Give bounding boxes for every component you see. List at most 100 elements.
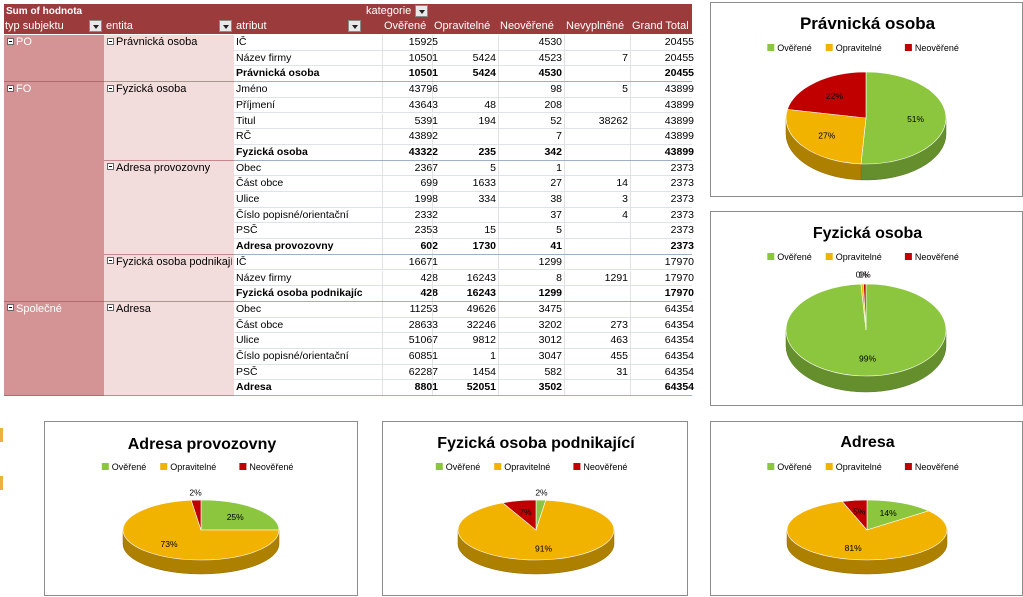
value-cell[interactable]: 602 bbox=[420, 240, 438, 253]
value-cell[interactable]: 2373 bbox=[670, 177, 694, 190]
value-cell[interactable]: 428 bbox=[420, 287, 438, 300]
value-cell[interactable]: 64354 bbox=[664, 365, 694, 378]
value-cell[interactable]: 1291 bbox=[604, 271, 628, 284]
value-cell[interactable]: 64354 bbox=[664, 302, 694, 315]
value-cell[interactable]: 28633 bbox=[408, 318, 438, 331]
value-cell[interactable] bbox=[432, 82, 496, 97]
value-cell[interactable]: 235 bbox=[478, 145, 496, 158]
value-cell[interactable]: 43796 bbox=[408, 83, 438, 96]
entita-filter-dropdown[interactable] bbox=[219, 20, 232, 32]
value-cell[interactable]: 7 bbox=[556, 130, 562, 143]
pie-slice[interactable] bbox=[502, 499, 537, 531]
kategorie-filter-dropdown[interactable] bbox=[415, 5, 428, 17]
value-cell[interactable] bbox=[432, 208, 496, 223]
attribute-cell[interactable]: PSČ bbox=[236, 224, 258, 237]
value-cell[interactable] bbox=[564, 145, 628, 160]
attribute-cell[interactable]: Ulice bbox=[236, 193, 260, 205]
value-cell[interactable]: 49626 bbox=[466, 302, 496, 315]
value-cell[interactable]: 51067 bbox=[408, 334, 438, 347]
value-cell[interactable]: 1 bbox=[556, 161, 562, 174]
value-cell[interactable]: 5 bbox=[622, 83, 628, 96]
attribute-cell[interactable]: Právnická osoba bbox=[236, 67, 320, 80]
value-cell[interactable]: 62287 bbox=[408, 365, 438, 378]
collapse-icon[interactable] bbox=[107, 257, 114, 265]
pie-slice[interactable] bbox=[841, 499, 868, 531]
value-cell[interactable] bbox=[564, 66, 628, 81]
value-cell[interactable]: 3502 bbox=[538, 381, 562, 394]
pie-slice[interactable] bbox=[863, 283, 867, 331]
value-cell[interactable]: 3047 bbox=[538, 350, 562, 362]
pie-slice[interactable] bbox=[866, 499, 930, 531]
pie-slice[interactable] bbox=[200, 499, 280, 531]
attribute-cell[interactable]: Číslo popisné/orientační bbox=[236, 350, 349, 362]
value-cell[interactable]: 20455 bbox=[664, 36, 694, 48]
value-cell[interactable]: 8801 bbox=[414, 381, 438, 394]
chart-adresa-provozovny[interactable]: Adresa provozovny Ověřené Opravitelné Neově… bbox=[44, 421, 358, 596]
pie-slice[interactable] bbox=[786, 501, 948, 561]
value-cell[interactable]: 9812 bbox=[472, 334, 496, 347]
pie-slice[interactable] bbox=[785, 109, 867, 165]
value-cell[interactable]: 2367 bbox=[414, 161, 438, 174]
collapse-icon[interactable] bbox=[7, 304, 14, 312]
value-cell[interactable]: 52 bbox=[550, 114, 562, 127]
value-cell[interactable]: 48 bbox=[484, 98, 496, 111]
typ-subjektu-label[interactable]: Společné bbox=[7, 303, 62, 315]
collapse-icon[interactable] bbox=[107, 163, 114, 171]
value-cell[interactable]: 98 bbox=[550, 83, 562, 96]
value-cell[interactable] bbox=[564, 239, 628, 254]
attribute-cell[interactable]: PSČ bbox=[236, 365, 258, 378]
typ-filter-dropdown[interactable] bbox=[89, 20, 102, 32]
value-cell[interactable]: 43899 bbox=[664, 98, 694, 111]
value-cell[interactable] bbox=[564, 98, 628, 113]
value-cell[interactable] bbox=[564, 223, 628, 238]
attribute-cell[interactable]: RČ bbox=[236, 130, 252, 143]
value-cell[interactable]: 5 bbox=[556, 224, 562, 237]
value-cell[interactable]: 1 bbox=[490, 350, 496, 362]
collapse-icon[interactable] bbox=[107, 304, 114, 312]
attribute-cell[interactable]: Fyzická osoba bbox=[236, 145, 308, 158]
value-cell[interactable]: 10501 bbox=[408, 51, 438, 64]
attribute-cell[interactable]: Adresa provozovny bbox=[236, 240, 334, 253]
value-cell[interactable] bbox=[564, 35, 628, 50]
value-cell[interactable]: 20455 bbox=[664, 67, 694, 80]
attribute-cell[interactable]: Část obce bbox=[236, 318, 284, 331]
value-cell[interactable]: 2373 bbox=[670, 224, 694, 237]
value-cell[interactable]: 20455 bbox=[664, 51, 694, 64]
value-cell[interactable] bbox=[564, 129, 628, 144]
value-cell[interactable]: 2373 bbox=[670, 193, 694, 205]
value-cell[interactable]: 463 bbox=[610, 334, 628, 347]
atribut-filter-dropdown[interactable] bbox=[348, 20, 361, 32]
value-cell[interactable]: 582 bbox=[544, 365, 562, 378]
value-cell[interactable]: 5424 bbox=[472, 51, 496, 64]
value-cell[interactable] bbox=[432, 255, 496, 270]
value-cell[interactable]: 17970 bbox=[664, 271, 694, 284]
value-cell[interactable]: 17970 bbox=[664, 255, 694, 268]
value-cell[interactable]: 43899 bbox=[664, 114, 694, 127]
entita-label[interactable]: Fyzická osoba podnikající bbox=[107, 256, 232, 268]
value-cell[interactable]: 1998 bbox=[414, 193, 438, 205]
entita-label[interactable]: Adresa provozovny bbox=[107, 162, 232, 174]
attribute-cell[interactable]: Příjmení bbox=[236, 98, 276, 111]
value-cell[interactable]: 273 bbox=[610, 318, 628, 331]
value-cell[interactable] bbox=[432, 129, 496, 144]
value-cell[interactable]: 32246 bbox=[466, 318, 496, 331]
chart-adresa[interactable]: Adresa Ověřené Opravitelné Neověřené 14% 81% 5… bbox=[710, 421, 1023, 596]
value-cell[interactable]: 2373 bbox=[670, 240, 694, 253]
attribute-cell[interactable]: Číslo popisné/orientační bbox=[236, 208, 349, 221]
attribute-cell[interactable]: Ulice bbox=[236, 334, 260, 347]
pie-slice[interactable] bbox=[190, 499, 202, 531]
value-cell[interactable]: 43892 bbox=[408, 130, 438, 143]
value-cell[interactable]: 17970 bbox=[664, 287, 694, 300]
attribute-cell[interactable]: Adresa bbox=[236, 381, 272, 394]
value-cell[interactable]: 342 bbox=[544, 145, 562, 158]
value-cell[interactable] bbox=[564, 255, 628, 270]
value-cell[interactable]: 1454 bbox=[472, 365, 496, 378]
value-cell[interactable]: 38 bbox=[550, 193, 562, 205]
attribute-cell[interactable]: Obec bbox=[236, 302, 262, 315]
pie-slice[interactable] bbox=[787, 71, 867, 119]
value-cell[interactable]: 43643 bbox=[408, 98, 438, 111]
value-cell[interactable]: 1633 bbox=[472, 177, 496, 190]
value-cell[interactable]: 2353 bbox=[414, 224, 438, 237]
value-cell[interactable]: 4530 bbox=[538, 67, 562, 80]
value-cell[interactable]: 16243 bbox=[466, 287, 496, 300]
